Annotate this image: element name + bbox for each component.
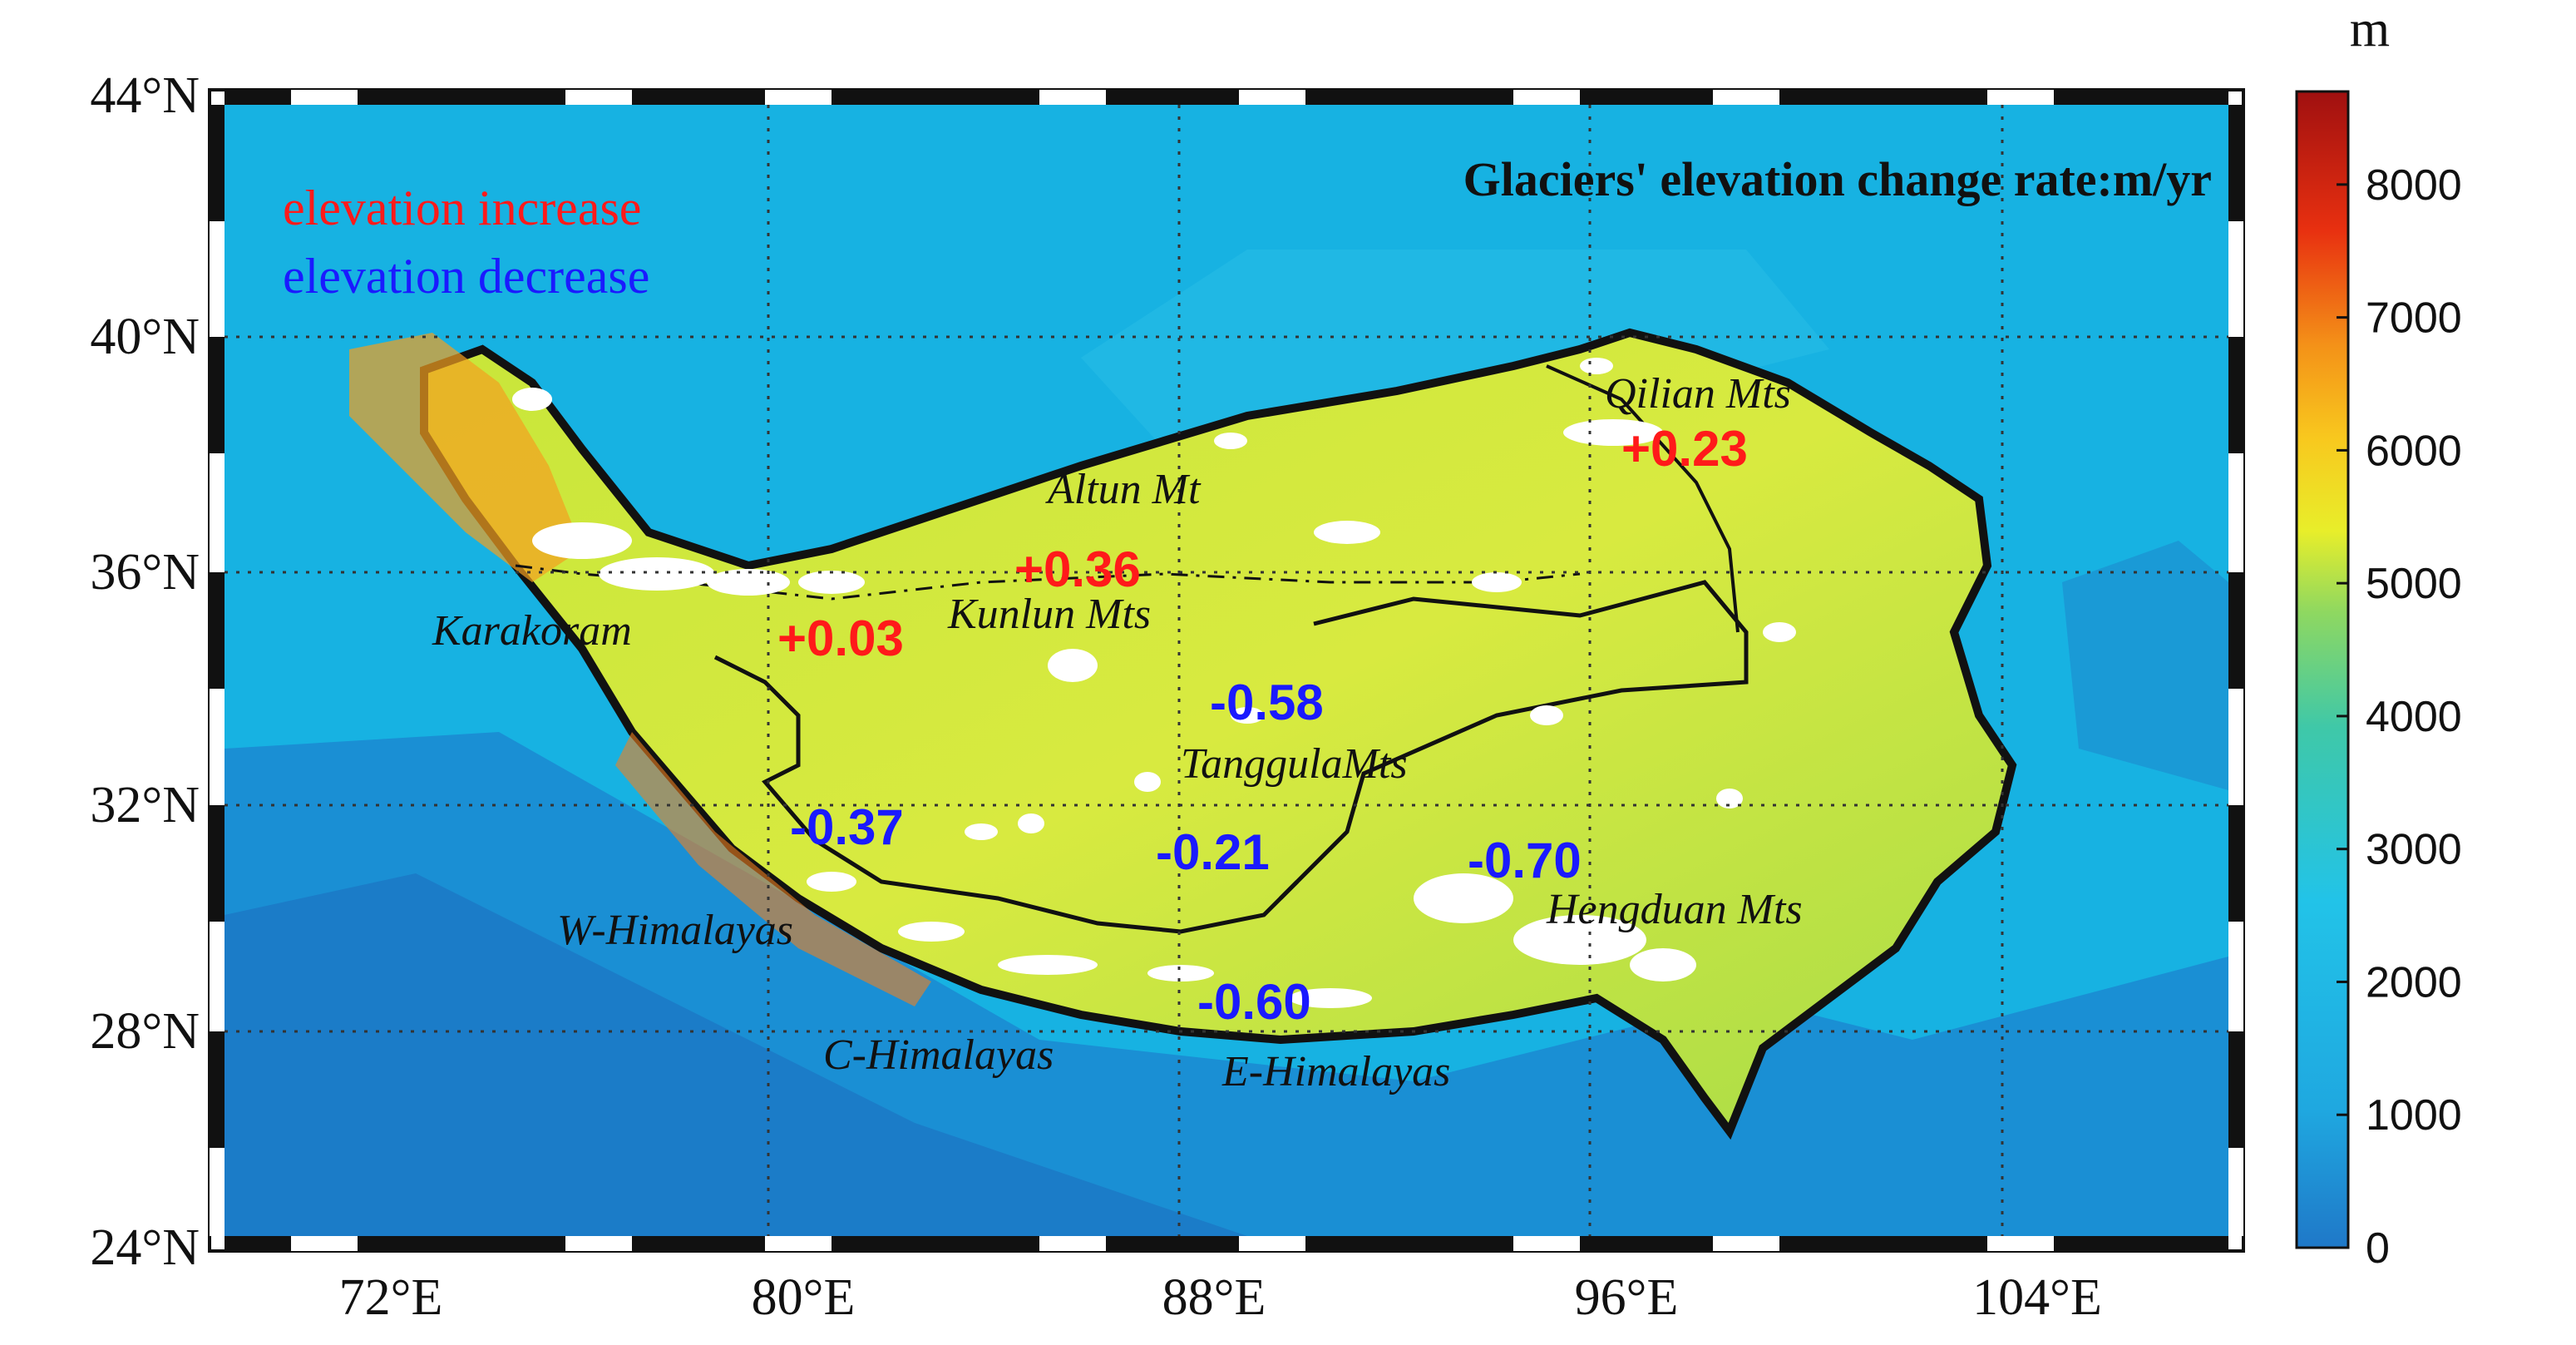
lat-tick-label: 24°N xyxy=(90,1219,200,1276)
rate-label-karakoram: +0.03 xyxy=(777,611,904,666)
region-label-tanggula: TanggulaMts xyxy=(1181,740,1408,788)
legend-increase: elevation increase xyxy=(283,180,641,235)
map-area xyxy=(225,105,2228,1236)
lon-tick-label: 72°E xyxy=(339,1269,443,1326)
inner-boundary-2 xyxy=(1546,364,1740,633)
colorbar-tick-label: 0 xyxy=(2366,1224,2390,1273)
rate-label-central: -0.21 xyxy=(1156,824,1270,880)
lat-tick-label: 40°N xyxy=(90,309,200,365)
rate-label-w-himalayas: -0.37 xyxy=(790,799,904,855)
region-label-c-himalayas: C-Himalayas xyxy=(823,1031,1054,1079)
colorbar-tick-label: 7000 xyxy=(2366,294,2462,343)
rate-label-hengduan: -0.70 xyxy=(1468,833,1582,888)
rate-label-altun: +0.36 xyxy=(1014,541,1141,597)
colorbar: m 8000 7000 6000 5000 4000 3000 2000 1000 0 xyxy=(2295,1,2462,1273)
region-label-hengduan: Hengduan Mts xyxy=(1546,886,1803,933)
colorbar-tick-label: 5000 xyxy=(2366,560,2462,608)
longitude-labels: 72°E 80°E 88°E 96°E 104°E xyxy=(339,1269,2102,1326)
inner-boundary-1 xyxy=(1279,580,1749,900)
inner-boundary-3 xyxy=(713,655,1299,934)
lon-tick-label: 96°E xyxy=(1575,1269,1679,1326)
graticule xyxy=(225,105,2228,1236)
colorbar-unit: m xyxy=(2350,1,2390,57)
himalaya-ridge xyxy=(615,732,931,1006)
legend-decrease: elevation decrease xyxy=(283,249,649,304)
region-labels: Qilian Mts Altun Mt Kunlun Mts Karakoram… xyxy=(432,370,1803,1095)
basin-east xyxy=(2062,541,2228,790)
glacier-patches xyxy=(512,358,1796,1008)
rate-label-qilian: +0.23 xyxy=(1621,421,1748,477)
region-label-kunlun: Kunlun Mts xyxy=(947,591,1151,638)
colorbar-tick-label: 8000 xyxy=(2366,161,2462,210)
lat-tick-label: 36°N xyxy=(90,544,200,601)
map-title: Glaciers' elevation change rate:m/yr xyxy=(1463,152,2212,206)
region-label-karakoram: Karakoram xyxy=(432,607,632,655)
lat-tick-label: 32°N xyxy=(90,777,200,833)
region-label-w-himalayas: W-Himalayas xyxy=(557,907,793,954)
region-label-qilian: Qilian Mts xyxy=(1605,370,1791,418)
colorbar-tick-label: 1000 xyxy=(2366,1091,2462,1140)
tarim-basin xyxy=(1081,250,1829,449)
colorbar-tick-label: 3000 xyxy=(2366,826,2462,874)
map-frame xyxy=(208,88,2245,1253)
region-label-altun: Altun Mt xyxy=(1045,466,1202,513)
colorbar-gradient xyxy=(2295,90,2350,1249)
lat-tick-label: 44°N xyxy=(90,67,200,124)
lat-tick-label: 28°N xyxy=(90,1003,200,1060)
pamir-highlands xyxy=(349,333,582,582)
colorbar-tick-label: 2000 xyxy=(2366,958,2462,1006)
colorbar-tick-label: 4000 xyxy=(2366,693,2462,741)
rate-labels: +0.23 +0.36 +0.03 -0.58 -0.37 -0.21 -0.7… xyxy=(777,421,1748,1030)
lon-tick-label: 88°E xyxy=(1162,1269,1266,1326)
rate-label-tanggula: -0.58 xyxy=(1210,675,1324,730)
lon-tick-label: 80°E xyxy=(752,1269,856,1326)
colorbar-tick-label: 6000 xyxy=(2366,427,2462,475)
lowland-deep xyxy=(225,873,1247,1236)
latitude-labels: 44°N 40°N 36°N 32°N 28°N 24°N xyxy=(90,67,200,1276)
rate-label-e-himalayas: -0.60 xyxy=(1197,974,1311,1030)
lon-tick-label: 104°E xyxy=(1972,1269,2102,1326)
colorbar-ticks: 8000 7000 6000 5000 4000 3000 2000 1000 0 xyxy=(2337,161,2462,1273)
region-label-e-himalayas: E-Himalayas xyxy=(1221,1048,1450,1095)
